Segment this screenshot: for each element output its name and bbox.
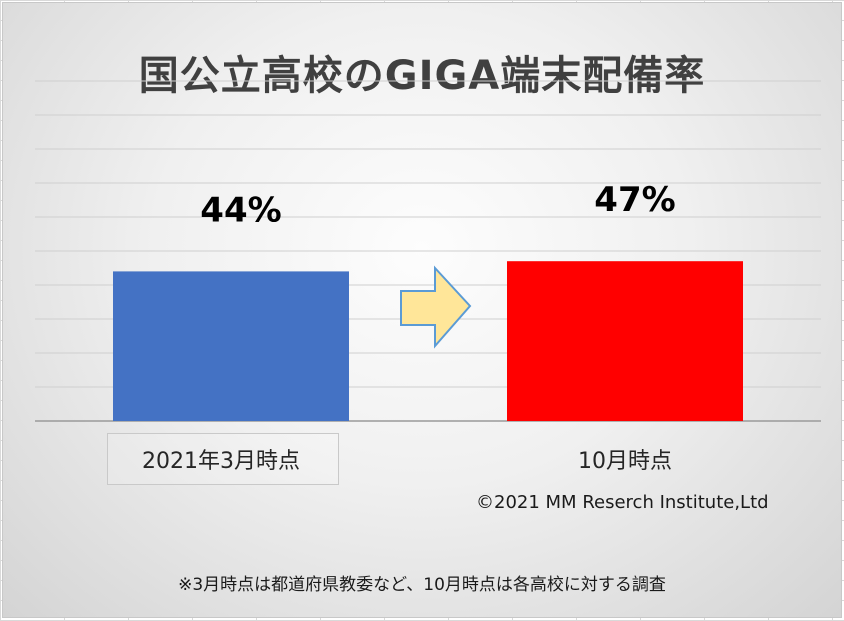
- category-label-1: 10月時点: [578, 449, 672, 474]
- right-arrow-icon: [400, 265, 472, 349]
- chart-title: 国公立高校のGIGA端末配備率: [138, 53, 706, 99]
- bar-0[interactable]: [113, 271, 349, 421]
- copyright-text: ©2021 MM Reserch Institute,Ltd: [476, 492, 769, 513]
- chart-plot: 44% 2021年3月時点 47% 10月時点: [35, 80, 821, 474]
- footnote-text: ※3月時点は都道府県教委など、10月時点は各高校に対する調査: [178, 575, 666, 595]
- category-label-0: 2021年3月時点: [142, 449, 300, 474]
- bar-1[interactable]: [507, 261, 743, 421]
- data-label-1: 47%: [594, 180, 675, 220]
- category-label-box: [107, 433, 339, 485]
- data-label-0: 44%: [200, 190, 281, 230]
